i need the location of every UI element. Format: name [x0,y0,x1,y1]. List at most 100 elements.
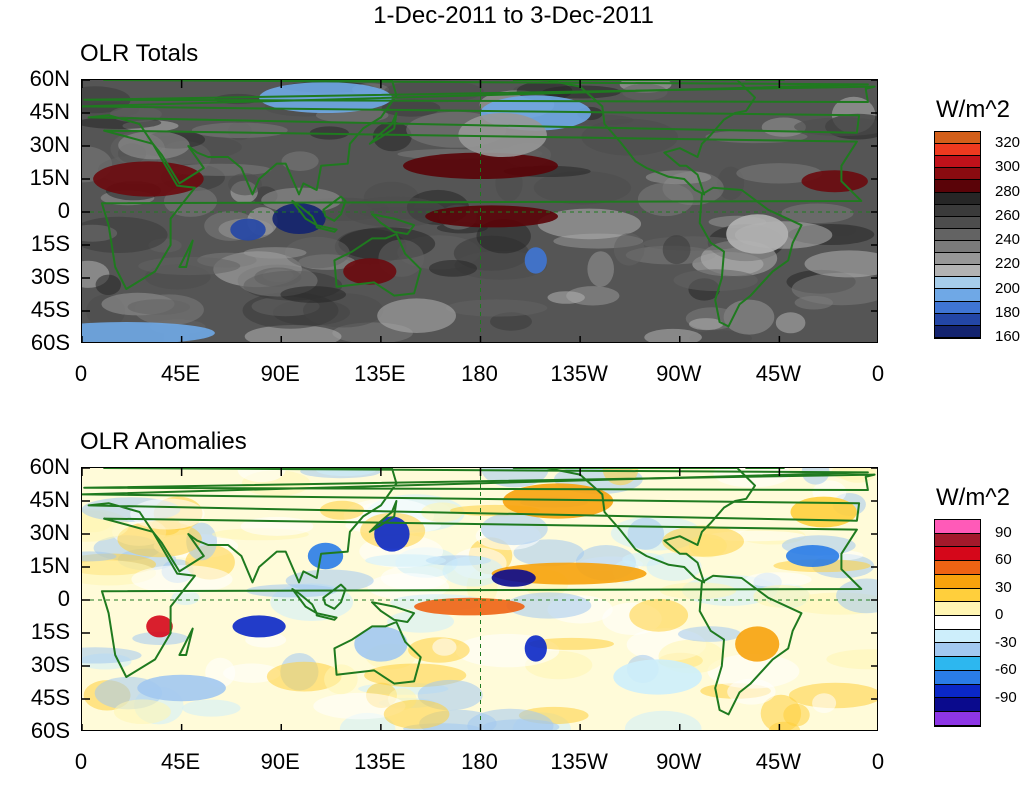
contour-patch [506,592,592,619]
x-tick-label: 135E [354,361,406,386]
y-tick-label: 60S [30,330,70,355]
contour-patch [243,247,307,259]
colorbar-label: 0 [995,606,1004,624]
contour-patch [513,539,585,567]
coastline [368,112,398,145]
contour-patch [95,274,121,295]
contour-patch [587,251,614,287]
x-tick-label: 0 [74,749,88,774]
w-pacific-neg [374,516,410,552]
contour-patch [445,299,548,317]
maritime-continent-low [272,203,326,234]
colorbar-label: 280 [995,182,1021,200]
y-tick-label: 0 [57,198,70,223]
colorbar-swatch [935,240,980,254]
contour-patch [442,556,504,587]
colorbar-swatch [935,561,980,575]
y-tick-label: 0 [57,586,70,611]
contour-patch [794,295,833,310]
indian-ocean-neg [232,615,286,638]
panel-title-totals: OLR Totals [80,40,199,67]
colorbar-swatch [935,265,980,278]
contour-patch [689,330,752,342]
contour-patch [662,525,744,557]
contour-patch [324,664,358,695]
x-tick-label: 90W [656,361,702,386]
contour-patch [365,554,446,567]
contour-patch [629,598,689,632]
contour-patch [261,187,342,213]
contour-patch [678,626,742,642]
y-tick-label: 45S [30,685,70,710]
contour-patch [191,122,288,138]
coastline [315,612,338,621]
colorbar-swatch [935,204,980,217]
coastline [698,574,803,716]
contour-patch [383,699,450,729]
contour-patch [713,468,791,488]
contour-patch [828,224,857,236]
y-tick-label: 30N [29,132,70,157]
x-tick-label: 135E [354,749,406,774]
contour-patch [812,693,837,713]
pacific-band-high [403,152,558,179]
contour-patch [662,235,691,265]
y-tick-label: 15S [30,231,70,256]
contour-patch [82,551,117,562]
contour-patch [171,590,200,605]
atlantic-high [801,170,868,193]
colorbar-unit-anomalies: W/m^2 [936,484,1010,511]
contour-patch [383,80,484,103]
colorbar-label: 180 [995,303,1021,321]
contour-patch [689,318,724,331]
contour-patch [113,699,171,724]
contour-patch [480,512,548,546]
contour-patch [281,151,319,171]
contour-patch [602,468,639,486]
y-tick-label: 30S [30,264,70,289]
colorbar-swatch [935,132,980,145]
contour-patch [753,584,811,608]
indian-ocean-low [230,218,266,241]
contour-patch [781,203,854,224]
contour-patch [736,163,823,184]
contour-patch [132,631,189,645]
contour-patch [622,552,665,567]
colorbar-swatch [935,616,980,630]
contour-patch [707,653,800,689]
colorbar-swatch [935,643,980,658]
australia-high [343,258,397,285]
olr-anomalies-map [81,467,878,731]
eq-pos [414,597,525,616]
x-tick-label: 45W [755,361,801,386]
contour-patch [138,256,241,276]
coastline [315,224,338,233]
colorbar-label: 60 [995,551,1012,569]
colorbar-swatch [935,192,980,205]
panel-title-anomalies: OLR Anomalies [80,428,247,455]
colorbar-label: 300 [995,158,1021,176]
colorbar-anomalies [934,519,981,727]
coastline [322,583,347,610]
contour-patch [644,328,702,342]
coastline [178,239,194,268]
coastline [100,129,863,290]
atlantic-neg [786,545,840,567]
contour-patch [660,582,737,600]
contour-patch [387,610,454,633]
mid-pacific-neg [491,569,536,587]
contour-patch [131,565,233,594]
coastline [371,213,416,235]
colorbar-swatch [935,657,980,671]
olr-anomalies-field [82,468,877,730]
page-title: 1-Dec-2011 to 3-Dec-2011 [373,2,654,29]
colorbar-label: 220 [995,255,1021,273]
colorbar-swatch [935,520,980,534]
contour-patch [313,692,406,720]
colorbar-label: 200 [995,279,1021,297]
contour-patch [237,468,286,483]
x-tick-label: 180 [461,361,498,386]
siberia-low [259,82,392,113]
n-africa-high [93,161,204,197]
colorbar-label: 260 [995,206,1021,224]
